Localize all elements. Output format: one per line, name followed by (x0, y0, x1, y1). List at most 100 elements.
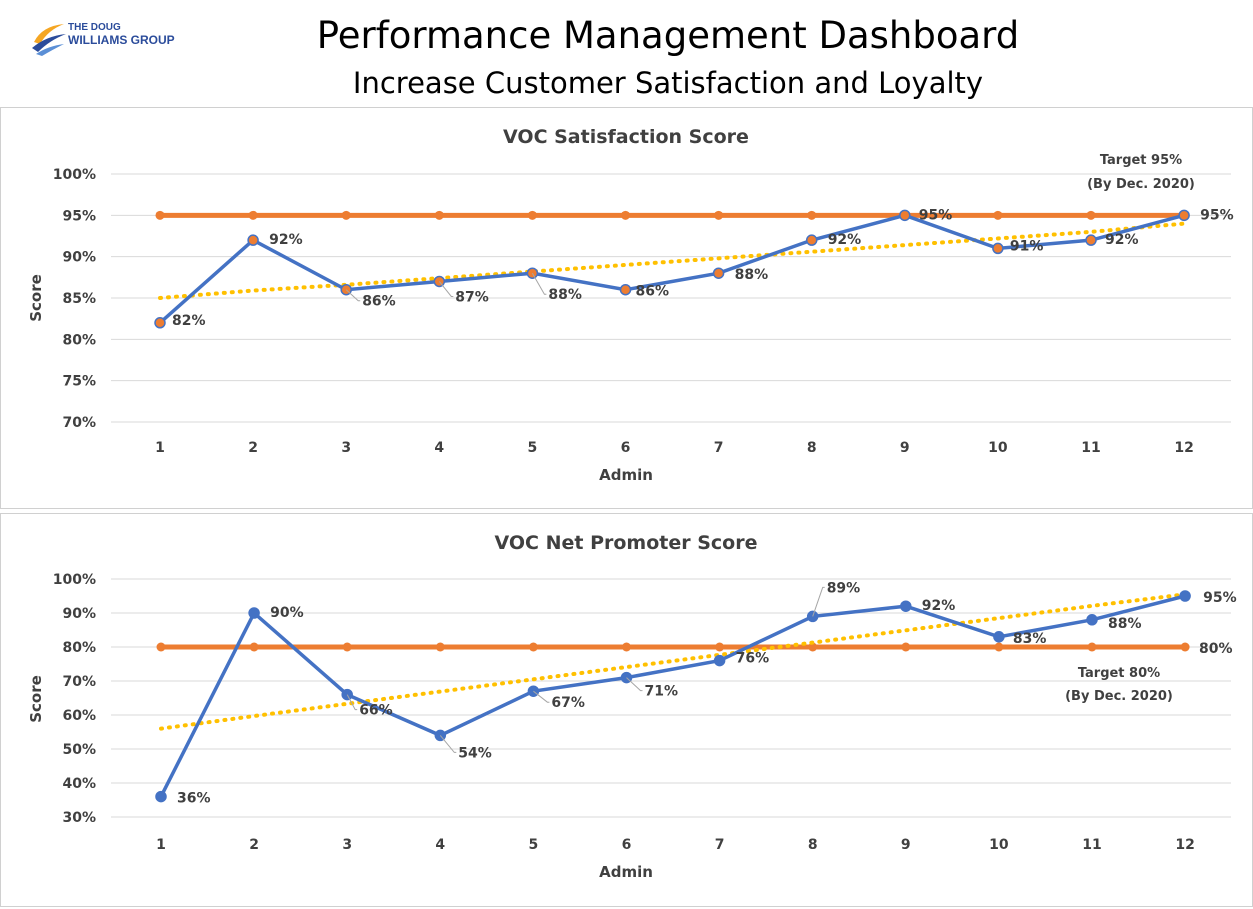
x-tick-label: 12 (1175, 837, 1194, 853)
target-marker (901, 642, 911, 652)
data-label-leader (812, 586, 825, 617)
x-tick-label: 5 (528, 440, 538, 456)
target-marker (435, 642, 445, 652)
y-axis-label: Score (27, 675, 45, 723)
data-label: 95% (1200, 207, 1234, 223)
y-tick-label: 30% (62, 810, 96, 826)
data-label: 86% (636, 284, 670, 300)
y-tick-label: 60% (62, 708, 96, 724)
y-tick-label: 75% (62, 374, 96, 390)
data-label: 54% (458, 745, 492, 761)
data-label: 66% (359, 703, 393, 719)
x-tick-label: 7 (714, 440, 724, 456)
company-logo (30, 18, 210, 58)
target-note: (By Dec. 2020) (1087, 177, 1195, 192)
target-marker (155, 210, 165, 220)
x-tick-label: 3 (341, 440, 351, 456)
data-label-leader (345, 289, 361, 302)
actual-marker (1086, 614, 1098, 626)
actual-marker (806, 610, 819, 623)
logo-wordmark: THE DOUG WILLIAMS GROUP (68, 22, 175, 46)
x-tick-label: 6 (622, 837, 632, 853)
target-marker (527, 210, 537, 220)
data-label: 86% (362, 294, 396, 310)
x-tick-label: 11 (1081, 440, 1100, 456)
y-tick-label: 90% (62, 250, 96, 266)
target-marker (993, 210, 1003, 220)
target-marker (156, 642, 166, 652)
target-marker (808, 642, 818, 652)
y-tick-label: 80% (62, 332, 96, 348)
trend-line (158, 221, 1187, 300)
actual-marker (247, 234, 259, 246)
target-marker (994, 642, 1004, 652)
x-tick-label: 10 (989, 837, 1009, 853)
target-marker (341, 210, 351, 220)
actual-marker (992, 242, 1004, 255)
target-end-label: 80% (1199, 641, 1233, 657)
target-marker (248, 210, 258, 220)
x-tick-label: 1 (156, 837, 166, 853)
page-subtitle: Increase Customer Satisfaction and Loyal… (352, 66, 984, 100)
actual-marker (619, 283, 632, 296)
actual-marker (1179, 590, 1191, 602)
target-marker (342, 642, 352, 652)
x-axis-label: Admin (599, 863, 653, 881)
x-tick-label: 4 (434, 440, 444, 456)
x-tick-label: 8 (808, 837, 818, 853)
chart-title: VOC Satisfaction Score (503, 126, 749, 148)
x-tick-label: 4 (435, 837, 445, 853)
data-label: 90% (270, 605, 304, 621)
x-tick-label: 7 (715, 837, 725, 853)
logo-swoosh-icon (32, 24, 66, 56)
actual-marker (993, 631, 1005, 643)
target-marker (1086, 210, 1096, 220)
x-tick-label: 2 (248, 440, 258, 456)
x-tick-label: 8 (807, 440, 817, 456)
target-marker (1087, 642, 1097, 652)
actual-marker (1178, 209, 1190, 222)
data-label: 82% (172, 313, 206, 329)
target-marker (714, 210, 724, 220)
actual-marker (899, 209, 911, 222)
actual-marker (155, 790, 167, 803)
satisfaction-chart: VOC Satisfaction Score 70% 75% 80% 85% 90% 95%… (27, 126, 1234, 484)
logo-line-2: WILLIAMS GROUP (68, 33, 175, 47)
actual-marker (1085, 234, 1097, 246)
data-label: 92% (922, 598, 956, 614)
actual-marker (154, 317, 166, 329)
y-axis-label: Score (27, 274, 45, 322)
data-label: 88% (548, 287, 582, 303)
y-tick-label: 85% (62, 291, 96, 307)
target-marker (715, 642, 725, 652)
data-label: 92% (828, 232, 862, 248)
data-label: 92% (1105, 232, 1139, 248)
data-label: 88% (1108, 616, 1142, 632)
data-label: 91% (1010, 238, 1044, 254)
target-marker (807, 210, 817, 220)
target-note: (By Dec. 2020) (1065, 689, 1173, 704)
data-label: 71% (645, 684, 679, 700)
data-label-leader (626, 677, 643, 692)
x-tick-label: 12 (1174, 440, 1193, 456)
target-note: Target 95% (1100, 153, 1182, 168)
data-label-leader (346, 694, 358, 711)
y-tick-label: 70% (62, 415, 96, 431)
data-label: 67% (551, 695, 585, 711)
actual-line (158, 213, 1185, 325)
y-tick-label: 40% (62, 776, 96, 792)
target-marker (434, 210, 444, 220)
satisfaction-chart-panel: VOC Satisfaction Score 70% 75% 80% 85% 90% 95%… (0, 107, 1253, 509)
x-tick-label: 1 (155, 440, 165, 456)
y-tick-label: 50% (62, 742, 96, 758)
y-tick-label: 100% (53, 572, 96, 588)
logo-line-1: THE DOUG (68, 22, 121, 33)
actual-marker (805, 234, 818, 246)
actual-marker (713, 654, 726, 667)
x-axis-label: Admin (599, 466, 653, 484)
data-label: 88% (735, 267, 769, 283)
data-label-leader (439, 735, 457, 753)
trend-line (159, 592, 1188, 731)
target-marker (622, 642, 631, 652)
data-label: 95% (1203, 590, 1237, 606)
